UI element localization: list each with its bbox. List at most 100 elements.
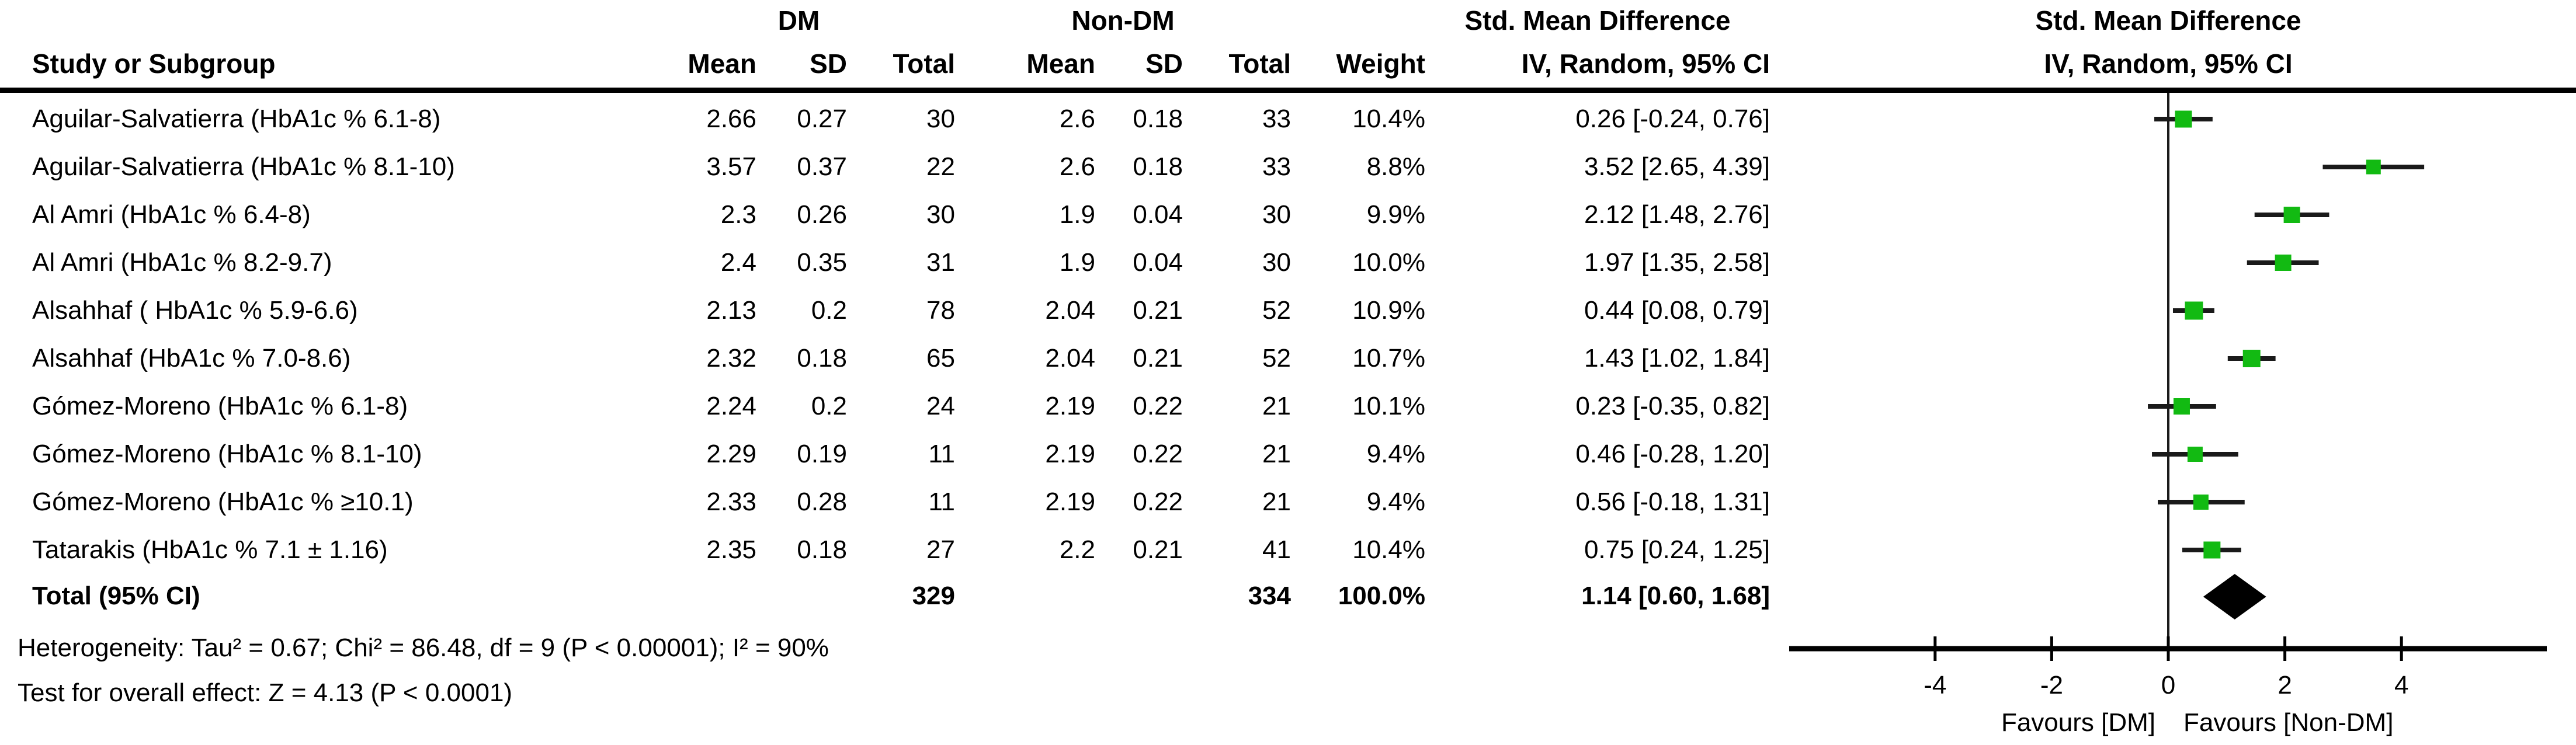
weight-value: 9.4%	[1366, 440, 1425, 468]
total-label: Total (95% CI)	[32, 582, 200, 610]
non-dm-mean: 2.19	[1045, 488, 1095, 516]
non-dm-mean: 2.04	[1045, 344, 1095, 372]
dm-mean: 2.32	[706, 344, 756, 372]
ci-text: 2.12 [1.48, 2.76]	[1584, 200, 1770, 229]
favours-right-label: Favours [Non-DM]	[2183, 708, 2393, 737]
smd-column-title: Std. Mean Difference	[1464, 5, 1731, 36]
dm-total: 11	[928, 488, 955, 516]
total-ci-text: 1.14 [0.60, 1.68]	[1581, 582, 1770, 610]
non-dm-sd: 0.22	[1133, 440, 1183, 468]
non-dm-total: 52	[1262, 296, 1291, 325]
dm-mean: 2.4	[720, 248, 756, 277]
weight-value: 10.4%	[1352, 535, 1425, 564]
non-dm-total: 21	[1262, 392, 1291, 420]
axis-tick-label: 0	[2161, 671, 2175, 699]
study-name: Al Amri (HbA1c % 6.4-8)	[32, 200, 311, 229]
non-dm-sd: 0.22	[1133, 488, 1183, 516]
non-dm-mean: 1.9	[1059, 200, 1095, 229]
study-row: Al Amri (HbA1c % 6.4-8) 2.3 0.26 30 1.9 0.04 3…	[0, 191, 2576, 239]
column-header-study: Study or Subgroup	[32, 48, 276, 79]
overall-effect-note: Test for overall effect: Z = 4.13 (P < 0…	[18, 678, 513, 707]
non-dm-total: 33	[1262, 105, 1291, 133]
ci-text: 0.44 [0.08, 0.79]	[1584, 296, 1770, 325]
study-row: Aguilar-Salvatierra (HbA1c % 8.1-10) 3.57…	[0, 143, 2576, 191]
study-name: Alsahhaf (HbA1c % 7.0-8.6)	[32, 344, 351, 372]
heterogeneity-note: Heterogeneity: Tau² = 0.67; Chi² = 86.48…	[18, 633, 829, 662]
non-dm-total: 21	[1262, 440, 1291, 468]
dm-sd: 0.19	[797, 440, 847, 468]
dm-mean: 2.33	[706, 488, 756, 516]
total-dm-n: 329	[912, 582, 955, 610]
ci-text: 0.46 [-0.28, 1.20]	[1575, 440, 1770, 468]
study-row: Gómez-Moreno (HbA1c % 6.1-8) 2.24 0.2 24 2.1…	[0, 382, 2576, 430]
non-dm-sd: 0.04	[1133, 248, 1183, 277]
ci-text: 0.23 [-0.35, 0.82]	[1575, 392, 1770, 420]
group-header-dm: DM	[777, 5, 820, 36]
dm-sd: 0.18	[797, 344, 847, 372]
column-header-sd-dm: SD	[810, 48, 847, 79]
column-header-weight: Weight	[1336, 48, 1425, 79]
weight-value: 10.0%	[1352, 248, 1425, 277]
axis-tick-label: 4	[2394, 671, 2408, 699]
study-row: Alsahhaf ( HbA1c % 5.9-6.6) 2.13 0.2 78 2.04…	[0, 287, 2576, 335]
study-name: Tatarakis (HbA1c % 7.1 ± 1.16)	[32, 535, 388, 564]
column-header-sd-ndm: SD	[1145, 48, 1183, 79]
study-row: Tatarakis (HbA1c % 7.1 ± 1.16) 2.35 0.18 27…	[0, 526, 2576, 574]
dm-total: 31	[926, 248, 955, 277]
column-header-total-dm: Total	[893, 48, 955, 79]
dm-sd: 0.27	[797, 105, 847, 133]
axis-tick-label: 2	[2278, 671, 2292, 699]
dm-total: 78	[926, 296, 955, 325]
plot-subtitle: IV, Random, 95% CI	[2044, 48, 2293, 79]
dm-sd: 0.37	[797, 152, 847, 181]
weight-value: 8.8%	[1366, 152, 1425, 181]
group-header-non-dm: Non-DM	[1071, 5, 1175, 36]
non-dm-mean: 2.2	[1059, 535, 1095, 564]
dm-sd: 0.2	[811, 392, 847, 420]
dm-mean: 2.66	[706, 105, 756, 133]
study-row: Al Amri (HbA1c % 8.2-9.7) 2.4 0.35 31 1.9 0.0…	[0, 239, 2576, 287]
weight-value: 10.4%	[1352, 105, 1425, 133]
header-divider-rule	[0, 88, 2576, 93]
weight-value: 10.7%	[1352, 344, 1425, 372]
non-dm-mean: 2.19	[1045, 392, 1095, 420]
weight-value: 9.4%	[1366, 488, 1425, 516]
dm-sd: 0.26	[797, 200, 847, 229]
study-row: Gómez-Moreno (HbA1c % 8.1-10) 2.29 0.19 11 2…	[0, 430, 2576, 478]
dm-total: 30	[926, 105, 955, 133]
study-name: Alsahhaf ( HbA1c % 5.9-6.6)	[32, 296, 358, 325]
weight-value: 10.9%	[1352, 296, 1425, 325]
dm-mean: 2.35	[706, 535, 756, 564]
study-name: Al Amri (HbA1c % 8.2-9.7)	[32, 248, 332, 277]
ci-text: 0.56 [-0.18, 1.31]	[1575, 488, 1770, 516]
non-dm-sd: 0.22	[1133, 392, 1183, 420]
dm-total: 27	[926, 535, 955, 564]
study-name: Gómez-Moreno (HbA1c % 8.1-10)	[32, 440, 422, 468]
non-dm-total: 30	[1262, 200, 1291, 229]
dm-mean: 2.29	[706, 440, 756, 468]
dm-mean: 2.24	[706, 392, 756, 420]
dm-sd: 0.28	[797, 488, 847, 516]
non-dm-total: 33	[1262, 152, 1291, 181]
study-name: Aguilar-Salvatierra (HbA1c % 6.1-8)	[32, 105, 441, 133]
non-dm-mean: 2.6	[1059, 152, 1095, 181]
total-weight: 100.0%	[1338, 582, 1425, 610]
non-dm-total: 41	[1262, 535, 1291, 564]
ci-text: 1.43 [1.02, 1.84]	[1584, 344, 1770, 372]
non-dm-sd: 0.18	[1133, 152, 1183, 181]
column-header-total-ndm: Total	[1228, 48, 1291, 79]
total-row: Total (95% CI) 329 334 100.0% 1.14 [0.60, 1.…	[0, 572, 2576, 620]
non-dm-sd: 0.21	[1133, 535, 1183, 564]
dm-total: 24	[926, 392, 955, 420]
dm-mean: 2.3	[720, 200, 756, 229]
non-dm-sd: 0.04	[1133, 200, 1183, 229]
dm-total: 11	[928, 440, 955, 468]
non-dm-sd: 0.18	[1133, 105, 1183, 133]
ci-text: 0.75 [0.24, 1.25]	[1584, 535, 1770, 564]
study-name: Aguilar-Salvatierra (HbA1c % 8.1-10)	[32, 152, 455, 181]
non-dm-sd: 0.21	[1133, 296, 1183, 325]
dm-sd: 0.2	[811, 296, 847, 325]
ci-text: 0.26 [-0.24, 0.76]	[1575, 105, 1770, 133]
non-dm-mean: 2.6	[1059, 105, 1095, 133]
